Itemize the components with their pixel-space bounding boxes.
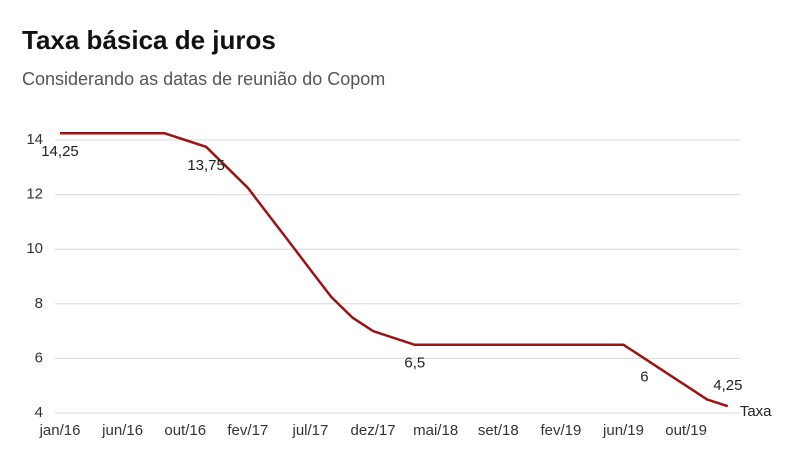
y-tick-label: 14	[26, 131, 43, 148]
y-tick-label: 10	[26, 240, 43, 257]
series-label: Taxa	[740, 403, 772, 420]
value-label: 14,25	[41, 143, 79, 160]
y-tick-label: 12	[26, 186, 43, 203]
x-tick-label: fev/19	[540, 422, 581, 439]
y-tick-label: 6	[35, 349, 43, 366]
value-label: 6	[640, 368, 648, 385]
chart-subtitle: Considerando as datas de reunião do Copo…	[22, 69, 385, 89]
value-label: 6,5	[404, 355, 425, 372]
chart-title: Taxa básica de juros	[22, 25, 276, 55]
x-tick-label: jun/16	[101, 422, 143, 439]
x-tick-label: mai/18	[413, 422, 458, 439]
x-tick-label: set/18	[478, 422, 519, 439]
value-label: 13,75	[187, 157, 225, 174]
data-line	[60, 131, 729, 408]
x-tick-label: jul/17	[292, 422, 329, 439]
y-tick-label: 4	[35, 404, 43, 421]
y-tick-label: 8	[35, 295, 43, 312]
x-tick-label: fev/17	[227, 422, 268, 439]
x-tick-label: dez/17	[351, 422, 396, 439]
x-tick-label: jun/19	[602, 422, 644, 439]
x-tick-label: jan/16	[39, 422, 81, 439]
x-tick-label: out/19	[665, 422, 707, 439]
value-label: 4,25	[713, 377, 742, 394]
x-tick-label: out/16	[164, 422, 206, 439]
